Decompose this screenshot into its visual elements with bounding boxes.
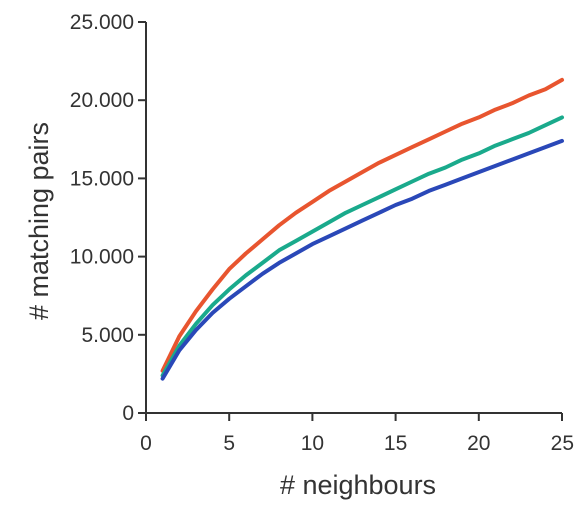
- series-line-3: [160, 138, 564, 381]
- y-tick-label: 0: [122, 402, 134, 425]
- x-tick-label: 0: [140, 432, 152, 455]
- y-tick-label: 15.000: [70, 167, 134, 190]
- y-axis-label: # matching pairs: [24, 122, 54, 320]
- x-axis-ticks: 0 5 10 15 20 25: [140, 413, 574, 455]
- series-line-1: [160, 77, 564, 373]
- y-tick-label: 20.000: [70, 89, 134, 112]
- x-axis-label: # neighbours: [280, 470, 436, 500]
- x-tick-label: 5: [223, 432, 235, 455]
- y-axis-ticks: 0 5.000 10.000 15.000 20.000 25.000: [70, 11, 146, 425]
- x-tick-label: 20: [467, 432, 490, 455]
- y-tick-label: 10.000: [70, 246, 134, 269]
- x-tick-label: 10: [301, 432, 324, 455]
- plot-lines: [160, 77, 564, 381]
- x-tick-label: 15: [384, 432, 407, 455]
- y-tick-label: 5.000: [81, 324, 134, 347]
- y-tick-label: 25.000: [70, 11, 134, 34]
- x-tick-label: 25: [551, 432, 574, 455]
- series-line-2: [160, 115, 564, 378]
